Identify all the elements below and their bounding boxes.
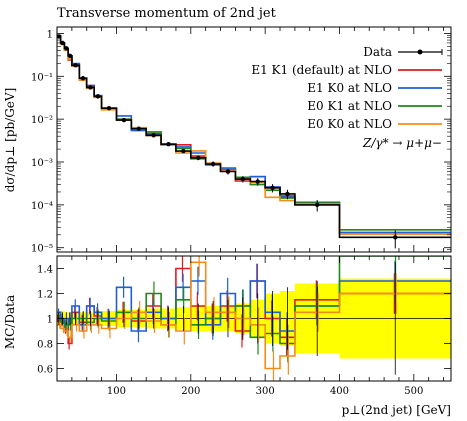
data-point (166, 142, 171, 147)
data-point (67, 53, 73, 59)
y-tick-label-main: 1 (47, 29, 53, 40)
y-tick-label-ratio: 0.8 (37, 340, 53, 351)
data-point (106, 106, 112, 111)
y-axis-label-ratio: MC/Data (3, 295, 17, 349)
chart-title: Transverse momentum of 2nd jet (57, 6, 277, 21)
legend-label: E0 K1 at NLO (307, 99, 392, 113)
data-ratio (58, 262, 396, 375)
data-point (64, 46, 69, 51)
data-point (88, 85, 93, 90)
data-point (60, 40, 65, 46)
y-axis-label-main: dσ/dp⊥ [pb/GeV] (3, 88, 17, 193)
data-point (95, 94, 101, 99)
data-point (80, 76, 86, 81)
main-panel: 1 10⁻¹ 10⁻² 10⁻³ 10⁻⁴ 10⁻⁵ (31, 26, 452, 255)
legend-label: Data (363, 45, 392, 59)
data-point (196, 155, 201, 161)
legend: Data E1 K1 (default) at NLO E1 K0 at NLO E0… (251, 45, 443, 150)
data-point (73, 63, 78, 68)
x-tick-label: 200 (181, 386, 200, 397)
y-tick-label-main: 10⁻⁵ (31, 244, 53, 255)
legend-label: E1 K1 (default) at NLO (251, 63, 392, 77)
data-point (225, 169, 231, 174)
data-point (255, 179, 260, 184)
x-tick-label: 500 (404, 386, 423, 397)
data-point (314, 202, 320, 208)
data-point (181, 148, 186, 154)
data-point (393, 235, 398, 240)
y-tick-label-main: 10⁻⁴ (31, 201, 53, 212)
data-point (240, 176, 246, 182)
y-tick-label-main: 10⁻¹ (31, 72, 53, 83)
y-tick-label-ratio: 1.4 (37, 265, 53, 276)
data-point (136, 126, 141, 131)
y-tick-label-ratio: 1 (47, 315, 53, 326)
data-series (57, 34, 451, 249)
y-tick-label-main: 10⁻³ (31, 158, 53, 169)
data-point (121, 117, 127, 123)
ratio-panel: 100 200 300 400 500 0.6 0.8 1 1.2 1.4 (37, 27, 452, 397)
data-point (151, 133, 156, 138)
legend-marker (417, 49, 423, 55)
y-tick-label-ratio: 0.6 (37, 365, 53, 376)
data-point (210, 161, 216, 167)
main-frame (56, 26, 452, 253)
y-tick-label-main: 10⁻² (31, 115, 53, 126)
legend-label: E1 K0 at NLO (307, 81, 392, 95)
y-tick-label-ratio: 1.2 (37, 290, 53, 301)
legend-label: E0 K0 at NLO (307, 117, 392, 131)
x-tick-label: 300 (256, 386, 275, 397)
x-tick-label: 100 (107, 386, 126, 397)
x-axis-label: p⊥(2nd jet) [GeV] (342, 403, 451, 417)
x-tick-label: 400 (330, 386, 349, 397)
data-point (285, 191, 290, 197)
process-label: Z/γ* → μ+μ− (362, 136, 442, 150)
data-point (270, 185, 275, 191)
